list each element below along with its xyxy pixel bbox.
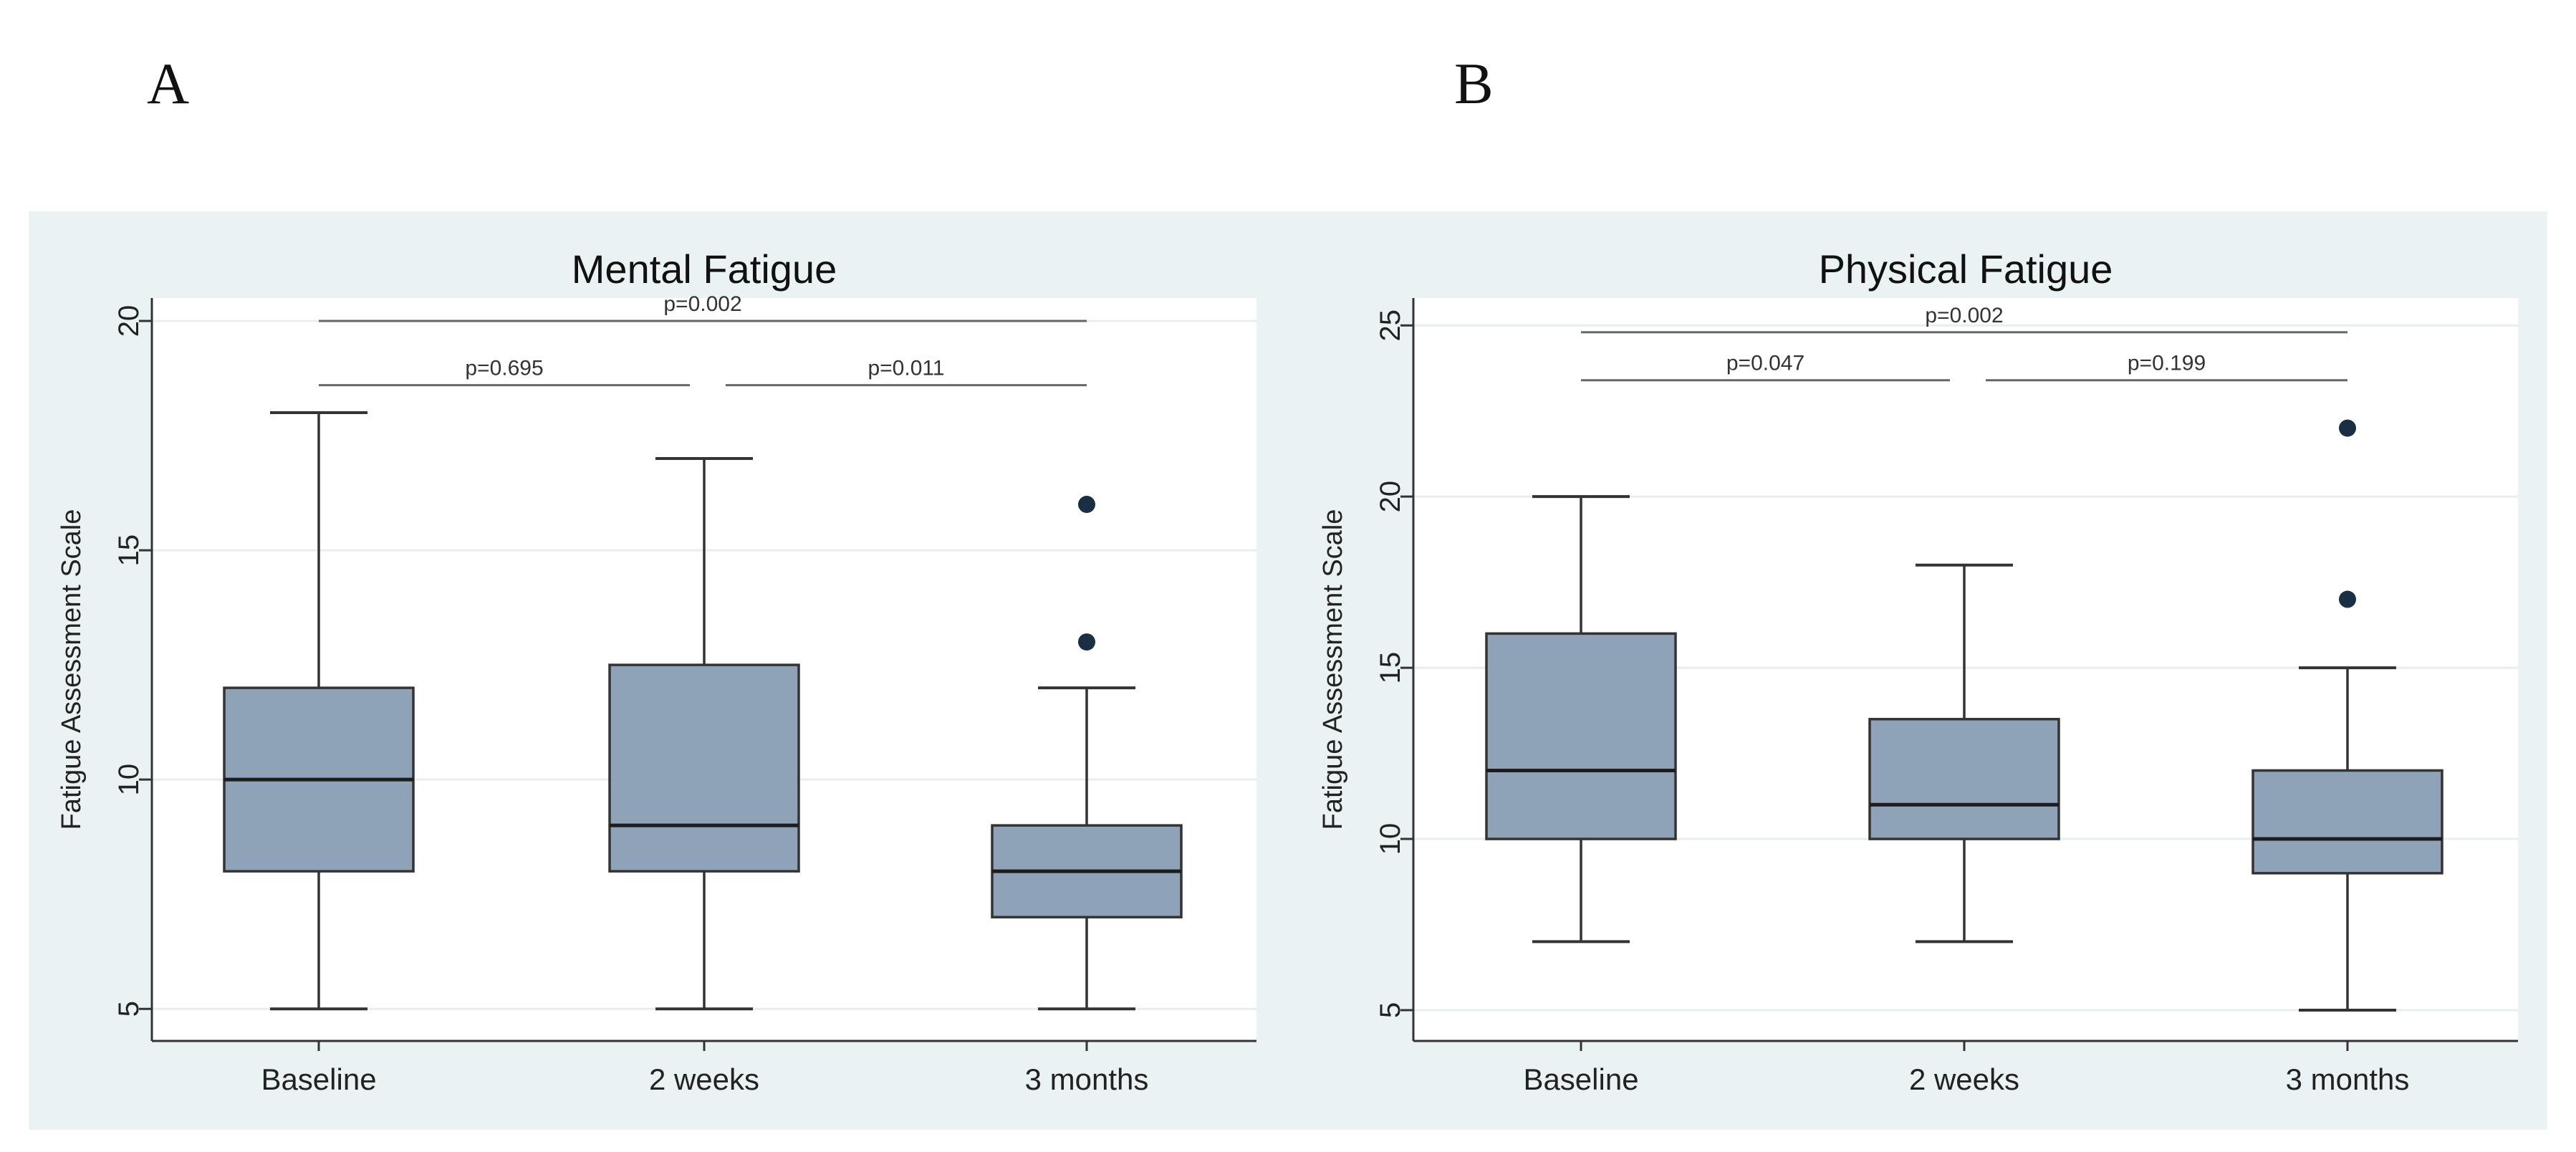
x-tick-label: 2 weeks	[649, 1062, 759, 1096]
chart-title: Physical Fatigue	[1819, 246, 2113, 292]
p-value-label: p=0.047	[1726, 352, 1804, 375]
y-tick-label: 5	[113, 1001, 145, 1017]
physical-fatigue-chart: Physical Fatigue 5 10 15 20 25 Fatigue Assessm…	[1318, 246, 2518, 1096]
outlier-point	[1078, 633, 1095, 651]
box-iqr	[2251, 769, 2443, 875]
y-tick-label: 20	[113, 305, 145, 337]
mental-fatigue-chart: Mental Fatigue 5 10 15 20 Fatigue Assessment …	[57, 246, 1256, 1096]
y-tick-label: 20	[1375, 481, 1406, 513]
y-tick-label: 10	[113, 764, 145, 796]
outlier-point	[1078, 496, 1095, 514]
outlier-point	[2339, 419, 2356, 437]
p-value-label: p=0.002	[1925, 304, 2003, 327]
y-tick-label: 15	[113, 534, 145, 567]
outlier-point	[2339, 590, 2356, 608]
x-tick-label: 3 months	[1025, 1062, 1149, 1096]
box-iqr	[608, 663, 800, 873]
y-axis-label: Fatigue Assessment Scale	[1318, 509, 1348, 830]
y-axis-label: Fatigue Assessment Scale	[57, 509, 87, 830]
y-tick-label: 10	[1375, 823, 1406, 855]
p-value-label: p=0.695	[465, 357, 543, 380]
y-tick-label: 15	[1375, 652, 1406, 684]
x-tick-label: 2 weeks	[1909, 1062, 2019, 1096]
p-value-label: p=0.199	[2128, 352, 2206, 375]
x-tick-label: Baseline	[261, 1062, 376, 1096]
box-iqr	[1868, 718, 2060, 840]
box-iqr	[1485, 632, 1677, 840]
y-tick-label: 25	[1375, 309, 1406, 342]
panel-letter-a: A	[147, 51, 190, 116]
x-tick-label: 3 months	[2286, 1062, 2410, 1096]
chart-title: Mental Fatigue	[572, 246, 837, 292]
p-value-label: p=0.011	[868, 357, 944, 380]
p-value-label: p=0.002	[663, 292, 741, 316]
x-tick-label: Baseline	[1523, 1062, 1638, 1096]
panel-letter-b: B	[1454, 51, 1494, 116]
y-tick-label: 5	[1375, 1002, 1406, 1018]
